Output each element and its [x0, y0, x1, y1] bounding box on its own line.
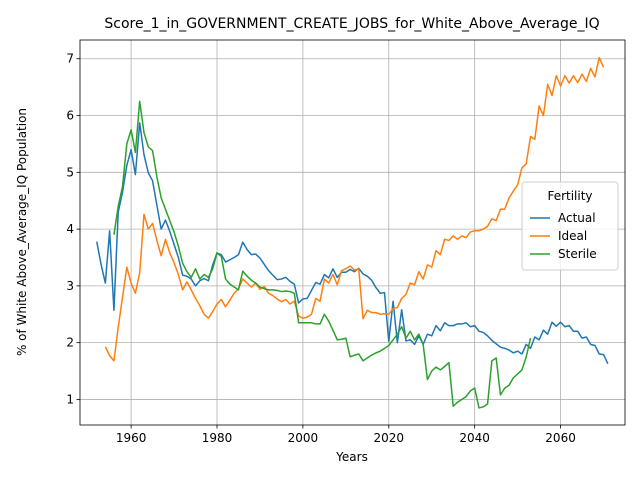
- y-tick-label: 3: [66, 279, 74, 293]
- series-line-actual: [96, 122, 609, 364]
- x-tick-label: 2060: [545, 431, 576, 445]
- x-tick-label: 2000: [288, 431, 319, 445]
- plot-frame: [79, 39, 626, 426]
- x-tick-label: 2020: [374, 431, 405, 445]
- legend-entries: Actual Ideal Sterile: [530, 211, 597, 261]
- chart-title: Score_1_in_GOVERNMENT_CREATE_JOBS_for_Wh…: [104, 16, 599, 32]
- series-lines: [96, 56, 609, 409]
- y-tick-label: 1: [66, 392, 74, 406]
- legend-label-ideal: Ideal: [558, 229, 587, 243]
- series-line-ideal: [104, 56, 605, 362]
- series-line-sterile: [113, 100, 532, 409]
- y-tick-label: 5: [66, 165, 74, 179]
- legend-label-actual: Actual: [558, 211, 596, 225]
- legend-title: Fertility: [547, 189, 592, 203]
- axis-ticks: 1960 1980 2000 2020 2040 2060 1 2 3 4 5 6 7: [66, 52, 575, 445]
- legend-label-sterile: Sterile: [558, 247, 597, 261]
- x-tick-label: 1980: [202, 431, 233, 445]
- y-tick-label: 2: [66, 336, 74, 350]
- y-tick-label: 7: [66, 52, 74, 66]
- x-tick-label: 1960: [116, 431, 147, 445]
- x-axis-label: Years: [335, 450, 368, 464]
- y-axis-label: % of White Above_Average_IQ Population: [15, 108, 29, 356]
- x-tick-label: 2040: [459, 431, 490, 445]
- y-tick-label: 4: [66, 222, 74, 236]
- legend-box: [521, 181, 619, 271]
- y-tick-label: 6: [66, 109, 74, 123]
- legend: Fertility Actual Ideal Sterile: [521, 181, 619, 271]
